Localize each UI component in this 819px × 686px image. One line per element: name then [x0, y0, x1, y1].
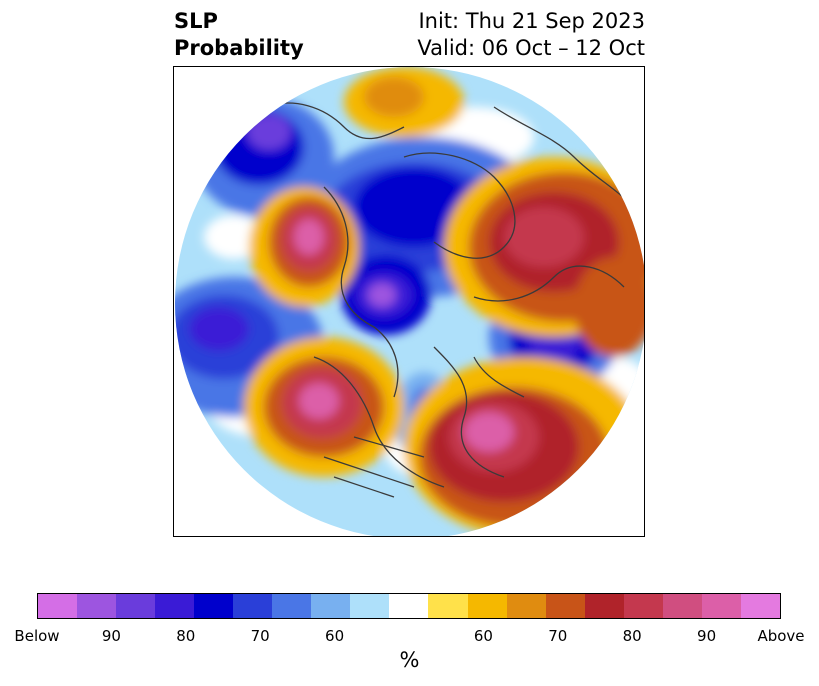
colorbar-tick-label: 90 [101, 627, 121, 645]
colorbar-tick-label: 60 [325, 627, 345, 645]
map-subtitle: Init: Thu 21 Sep 2023 Valid: 06 Oct – 12… [417, 8, 645, 62]
colorbar-tick-label: 70 [250, 627, 270, 645]
colorbar-tick-label: Below [14, 627, 60, 645]
colorbar-swatch [155, 594, 195, 618]
colorbar-tick-label: 70 [548, 627, 568, 645]
init-date-label: Init: Thu 21 Sep 2023 [418, 9, 645, 33]
colorbar-swatch [389, 594, 429, 618]
colorbar-swatch [311, 594, 351, 618]
colorbar-swatch [77, 594, 117, 618]
colorbar-swatch [194, 594, 234, 618]
colorbar-tick-label: 60 [473, 627, 493, 645]
title-type: Probability [174, 36, 304, 60]
colorbar-swatch [233, 594, 273, 618]
title-variable: SLP [174, 9, 218, 33]
colorbar-swatch [701, 594, 741, 618]
colorbar-swatch [623, 594, 663, 618]
colorbar-swatch [467, 594, 507, 618]
colorbar-swatch [545, 594, 585, 618]
polar-map [175, 67, 644, 536]
colorbar-swatch [506, 594, 546, 618]
colorbar-swatch [272, 594, 312, 618]
map-title: SLP Probability [174, 8, 304, 62]
colorbar-swatch [116, 594, 156, 618]
valid-range-label: Valid: 06 Oct – 12 Oct [417, 36, 645, 60]
colorbar-tick-label: Above [757, 627, 805, 645]
probability-field [175, 67, 644, 536]
colorbar-tick-label: 90 [697, 627, 717, 645]
map-panel [173, 66, 645, 537]
colorbar-swatch [350, 594, 390, 618]
colorbar-swatch [584, 594, 624, 618]
colorbar-tick-label: 80 [622, 627, 642, 645]
colorbar-ticks: Below 90 80 70 60 60 70 80 90 Above [14, 627, 804, 647]
colorbar-swatch [428, 594, 468, 618]
colorbar-tick-label: 80 [176, 627, 196, 645]
colorbar-swatch [662, 594, 702, 618]
colorbar-swatch [740, 594, 780, 618]
colorbar-unit-label: % [399, 648, 420, 672]
colorbar [37, 593, 781, 619]
coastlines [263, 102, 635, 498]
colorbar-swatch [38, 594, 78, 618]
